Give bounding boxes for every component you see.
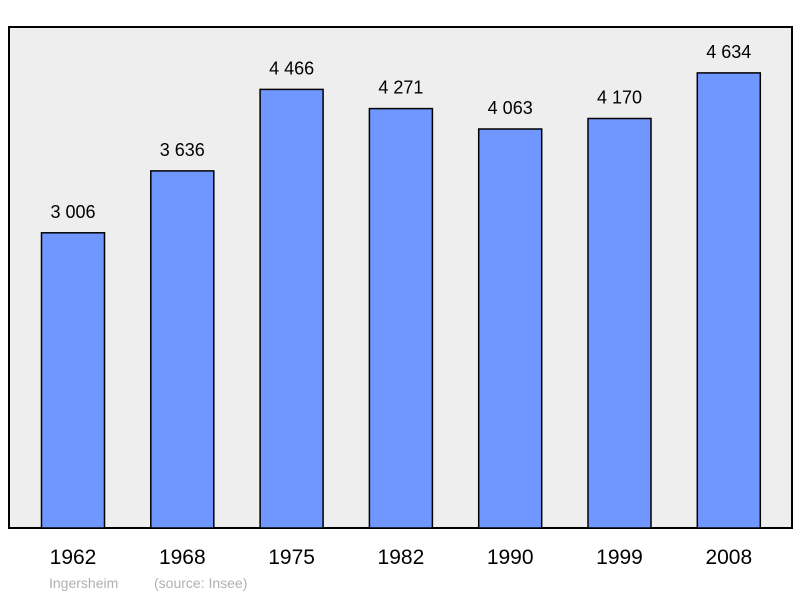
source-note: (source: Insee) <box>154 575 248 591</box>
value-label-1999: 4 170 <box>597 88 642 108</box>
bar-2008 <box>696 72 762 529</box>
bar-1968 <box>150 170 215 529</box>
value-labels-layer: 3 006 3 636 4 466 4 271 4 063 4 170 4 634 <box>50 42 751 222</box>
x-tick-1962: 1962 <box>50 546 97 569</box>
x-tick-1982: 1982 <box>378 546 425 569</box>
x-tick-1990: 1990 <box>487 546 534 569</box>
x-tick-labels-layer: 1962 1968 1975 1982 1990 1999 2008 <box>50 546 753 569</box>
x-tick-1975: 1975 <box>268 546 315 569</box>
value-label-2008: 4 634 <box>706 42 751 62</box>
value-label-1975: 4 466 <box>269 58 314 78</box>
x-tick-1999: 1999 <box>596 546 643 569</box>
bar-1990 <box>477 128 543 529</box>
x-tick-2008: 2008 <box>705 546 752 569</box>
value-label-1990: 4 063 <box>488 98 533 118</box>
value-label-1962: 3 006 <box>50 202 95 222</box>
x-tick-1968: 1968 <box>159 546 206 569</box>
bar-1962 <box>40 232 106 529</box>
value-label-1968: 3 636 <box>160 140 205 160</box>
value-label-1982: 4 271 <box>378 78 423 98</box>
bar-1975 <box>259 88 324 529</box>
place-name: Ingersheim <box>49 575 119 591</box>
bars-layer <box>40 72 762 529</box>
bar-1982 <box>368 107 434 529</box>
bar-1999 <box>587 117 652 529</box>
